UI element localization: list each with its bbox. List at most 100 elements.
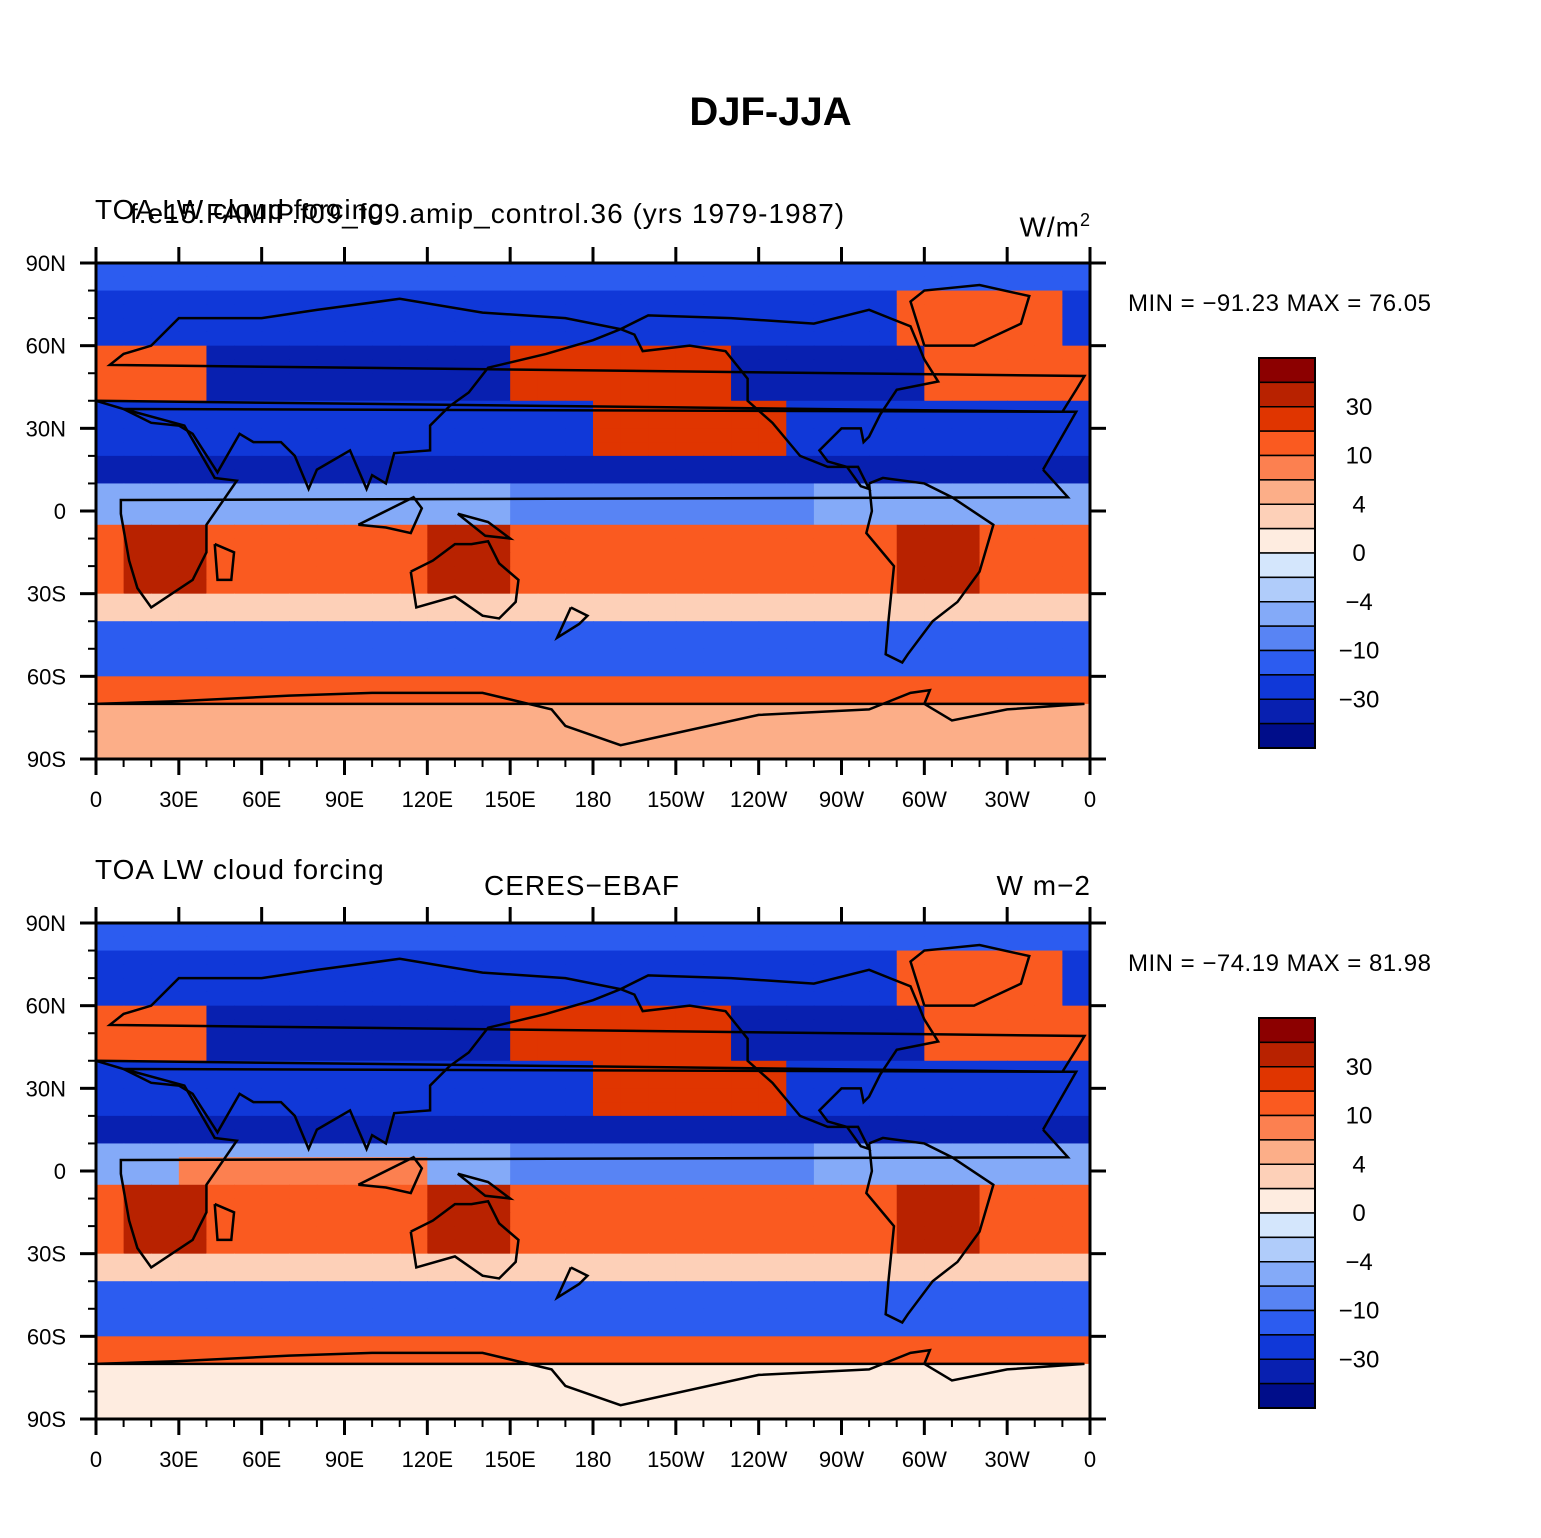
field-cell [565,1295,594,1310]
colorbar-swatch [1258,1114,1316,1141]
field-cell [675,635,705,650]
field-cell [427,1212,456,1227]
field-cell [896,538,925,553]
field-cell [593,1157,622,1172]
field-cell [1034,593,1063,609]
field-cell [703,731,732,746]
field-cell [399,1336,428,1351]
field-cell [482,400,511,416]
field-cell [869,1184,898,1200]
field-cell [896,1005,925,1021]
main-title: DJF-JJA [689,90,852,134]
field-cell [869,662,898,677]
field-cell [924,964,953,979]
field-cell [399,304,428,319]
field-cell [123,428,152,443]
field-cell [151,1295,180,1310]
field-cell [703,1308,732,1324]
field-cell [565,621,594,636]
lat-tick-label: 30S [27,1242,66,1267]
field-cell [261,621,290,636]
field-cell [951,1226,981,1241]
field-cell [786,511,815,526]
field-cell [648,676,677,691]
field-cell [372,552,401,567]
field-cell [703,1129,732,1145]
field-cell [979,607,1008,622]
field-cell [1034,428,1063,443]
field-cell [1034,414,1063,429]
field-cell [1062,1115,1091,1131]
field-cell [261,1074,290,1089]
field-cell [675,331,705,347]
field-cell [703,276,732,292]
field-cell [731,1047,760,1062]
field-cell [896,1074,925,1089]
field-cell [620,1143,649,1158]
field-cell [372,648,401,664]
field-cell [813,964,843,979]
field-cell [372,304,401,319]
field-cell [482,469,511,485]
field-cell [454,1253,484,1269]
field-cell [316,497,346,512]
field-cell [648,1157,677,1172]
field-cell [316,1281,346,1296]
field-cell [372,717,401,733]
field-cell [178,745,208,760]
field-cell [261,717,290,733]
field-cell [344,731,373,746]
panel-center-label: CERES−EBAF [484,870,680,901]
field-cell [344,428,373,443]
field-cell [344,1308,373,1324]
field-cell [951,662,981,677]
field-cell [1034,950,1063,965]
field-cell [896,373,925,388]
field-cell [731,331,760,347]
field-cell [620,703,649,719]
field-cell [1034,345,1063,361]
field-cell [979,524,1008,540]
field-cell [537,276,566,292]
field-cell [482,1308,511,1324]
field-cell [1062,690,1091,705]
field-cell [289,1281,318,1296]
field-cell [1062,1129,1091,1145]
field-cell [316,648,346,664]
field-cell [703,442,732,457]
field-cell [675,1322,705,1337]
field-cell [261,290,290,305]
field-cell [703,1391,732,1406]
field-cell [703,635,732,650]
field-cell [234,373,263,388]
field-cell [648,566,677,581]
field-cell [786,1157,815,1172]
field-cell [261,414,290,429]
field-cell [979,373,1008,388]
field-cell [372,1363,401,1379]
colorbar-swatch [1258,625,1316,652]
field-cell [234,400,263,416]
field-cell [951,345,981,361]
field-cell [427,373,456,388]
field-cell [261,1322,290,1337]
field-cell [234,964,263,979]
field-cell [151,276,180,292]
field-cell [841,635,870,650]
field-cell [96,428,125,443]
field-cell [482,978,511,993]
field-cell [206,648,235,664]
field-cell [206,290,235,305]
field-cell [96,731,125,746]
field-cell [344,978,373,993]
field-cell [372,1033,401,1048]
field-cell [1062,1005,1091,1021]
field-cell [316,1322,346,1337]
field-cell [537,1171,566,1186]
field-cell [427,717,456,733]
field-cell [261,276,290,292]
field-cell [924,1184,953,1200]
field-cell [344,703,373,719]
colorbar-swatch [1258,552,1316,579]
field-cell [731,1239,760,1255]
